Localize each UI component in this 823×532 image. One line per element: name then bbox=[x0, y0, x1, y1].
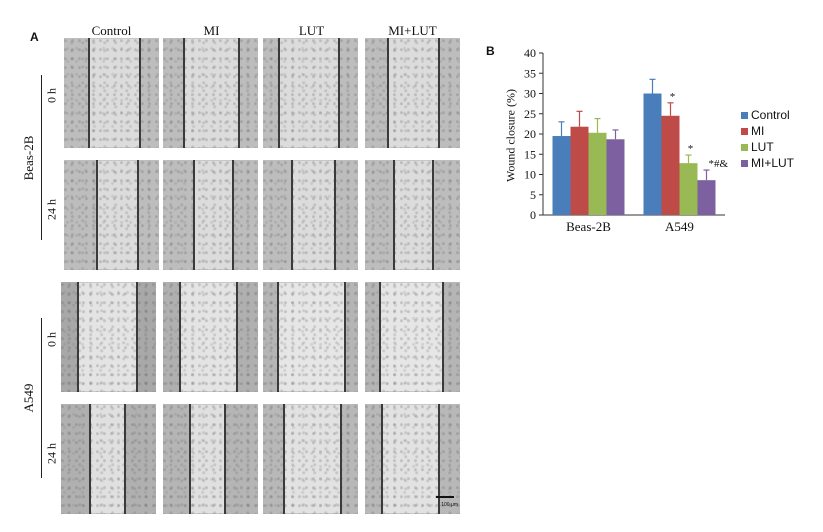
panel-b-letter: B bbox=[486, 44, 495, 58]
column-header-control: Control bbox=[91, 23, 132, 38]
scale-bar-label: 100 μm bbox=[441, 502, 458, 508]
wound-closure-bar-chart: 0 5 10 15 20 25 30 35 40 * * *#& Beas-2B A549 bbox=[524, 46, 729, 234]
legend-label-mi: MI bbox=[751, 124, 765, 138]
micrograph-beas2b-0h-mi bbox=[163, 38, 258, 148]
legend-swatch-mi-lut bbox=[741, 160, 748, 168]
group-bracket-a549 bbox=[41, 318, 42, 478]
significance-a549-mi-lut: *#& bbox=[709, 158, 729, 170]
x-category-label-beas-2b: Beas-2B bbox=[566, 219, 611, 234]
legend-label-control: Control bbox=[751, 108, 790, 122]
micrograph-beas2b-0h-lut bbox=[263, 38, 358, 148]
legend-item-mi: MI bbox=[741, 124, 764, 138]
micrograph-beas2b-0h-control bbox=[64, 38, 159, 148]
y-tick-label-10: 10 bbox=[524, 168, 536, 182]
column-header-lut: LUT bbox=[298, 23, 325, 38]
micrograph-a549-0h-mi bbox=[163, 282, 258, 392]
legend-label-lut: LUT bbox=[751, 140, 774, 154]
scale-bar bbox=[436, 496, 454, 498]
bar-a549-mi bbox=[661, 115, 680, 215]
y-tick-label-5: 5 bbox=[530, 188, 536, 202]
significance-a549-mi: * bbox=[670, 91, 676, 103]
bar-beas-2b-mi bbox=[570, 126, 589, 215]
micrograph-beas2b-24h-mi-lut bbox=[365, 160, 460, 270]
time-label-beas2b-0h: 0 h bbox=[44, 88, 59, 103]
legend-item-mi-lut: MI+LUT bbox=[741, 156, 794, 170]
micrograph-beas2b-24h-mi bbox=[163, 160, 258, 270]
micrograph-a549-24h-mi-lut: 100 μm bbox=[365, 404, 460, 514]
bar-a549-lut bbox=[679, 163, 698, 215]
y-tick-label-25: 25 bbox=[524, 107, 536, 121]
bar-beas-2b-mi-lut bbox=[606, 139, 625, 215]
y-tick-label-15: 15 bbox=[524, 147, 536, 161]
bar-beas-2b-control bbox=[552, 136, 571, 215]
group-label-a549: A549 bbox=[21, 383, 36, 413]
legend-item-lut: LUT bbox=[741, 140, 774, 154]
panel-a-letter: A bbox=[30, 30, 39, 44]
y-tick-label-40: 40 bbox=[524, 46, 536, 60]
y-tick-label-30: 30 bbox=[524, 87, 536, 101]
significance-a549-lut: * bbox=[688, 143, 694, 155]
micrograph-beas2b-0h-mi-lut bbox=[365, 38, 460, 148]
micrograph-a549-24h-control bbox=[61, 404, 156, 514]
y-tick-label-35: 35 bbox=[524, 66, 536, 80]
bar-beas-2b-lut bbox=[588, 132, 607, 215]
micrograph-a549-24h-lut bbox=[263, 404, 358, 514]
y-tick-label-20: 20 bbox=[524, 127, 536, 141]
x-category-label-a549: A549 bbox=[665, 219, 694, 234]
y-tick-label-0: 0 bbox=[530, 208, 536, 222]
group-bracket-beas2b bbox=[41, 75, 42, 240]
time-label-a549-0h: 0 h bbox=[44, 332, 59, 347]
bar-a549-control bbox=[643, 93, 662, 215]
legend-item-control: Control bbox=[741, 108, 790, 122]
legend-label-mi-lut: MI+LUT bbox=[751, 156, 795, 170]
micrograph-beas2b-24h-lut bbox=[263, 160, 358, 270]
y-axis-label: Wound closure (%) bbox=[503, 89, 518, 183]
group-label-beas2b: Beas-2B bbox=[21, 135, 36, 181]
bar-a549-mi-lut bbox=[697, 180, 716, 215]
column-header-mi-lut: MI+LUT bbox=[388, 23, 437, 38]
micrograph-beas2b-24h-control bbox=[64, 160, 159, 270]
column-header-mi: MI bbox=[203, 23, 220, 38]
legend-swatch-lut bbox=[741, 144, 748, 152]
micrograph-a549-0h-control bbox=[61, 282, 156, 392]
time-label-beas2b-24h: 24 h bbox=[44, 199, 59, 220]
legend-swatch-mi bbox=[741, 128, 748, 136]
micrograph-a549-0h-mi-lut bbox=[365, 282, 460, 392]
micrograph-a549-0h-lut bbox=[263, 282, 358, 392]
micrograph-a549-24h-mi bbox=[163, 404, 258, 514]
time-label-a549-24h: 24 h bbox=[44, 443, 59, 464]
legend-swatch-control bbox=[741, 112, 748, 120]
